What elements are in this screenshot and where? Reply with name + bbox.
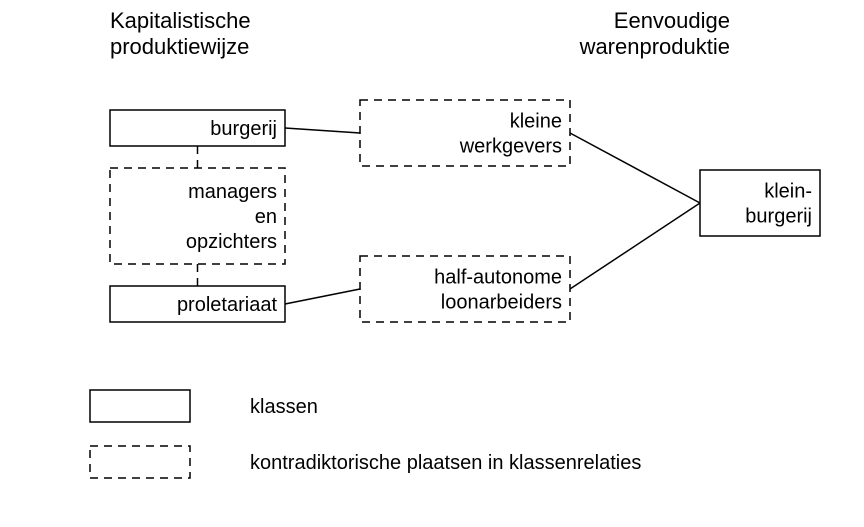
node-label-proletariaat: proletariaat [177,294,278,316]
header-right: Eenvoudigewarenproduktie [579,8,730,59]
node-label-kleine_werkgevers: kleinewerkgevers [459,111,562,158]
legend-label-solid: klassen [250,396,318,418]
edge-burgerij-kleine_werkgevers [285,128,360,133]
node-label-kleinburgerij: klein-burgerij [745,181,812,228]
legend-label-dashed: kontradiktorische plaatsen in klassenrel… [250,452,641,474]
node-label-half_autonome: half-autonomeloonarbeiders [434,267,562,314]
edge-kleine_werkgevers-kleinburgerij [570,133,700,203]
class-diagram: Kapitalistischeproduktiewijze Eenvoudigew… [0,0,864,527]
legend-swatch-dashed [90,446,190,478]
node-label-managers: managersenopzichters [186,181,277,253]
legend-swatch-solid [90,390,190,422]
header-left: Kapitalistischeproduktiewijze [110,8,251,59]
edge-half_autonome-kleinburgerij [570,203,700,289]
edge-proletariaat-half_autonome [285,289,360,304]
node-label-burgerij: burgerij [210,118,277,140]
